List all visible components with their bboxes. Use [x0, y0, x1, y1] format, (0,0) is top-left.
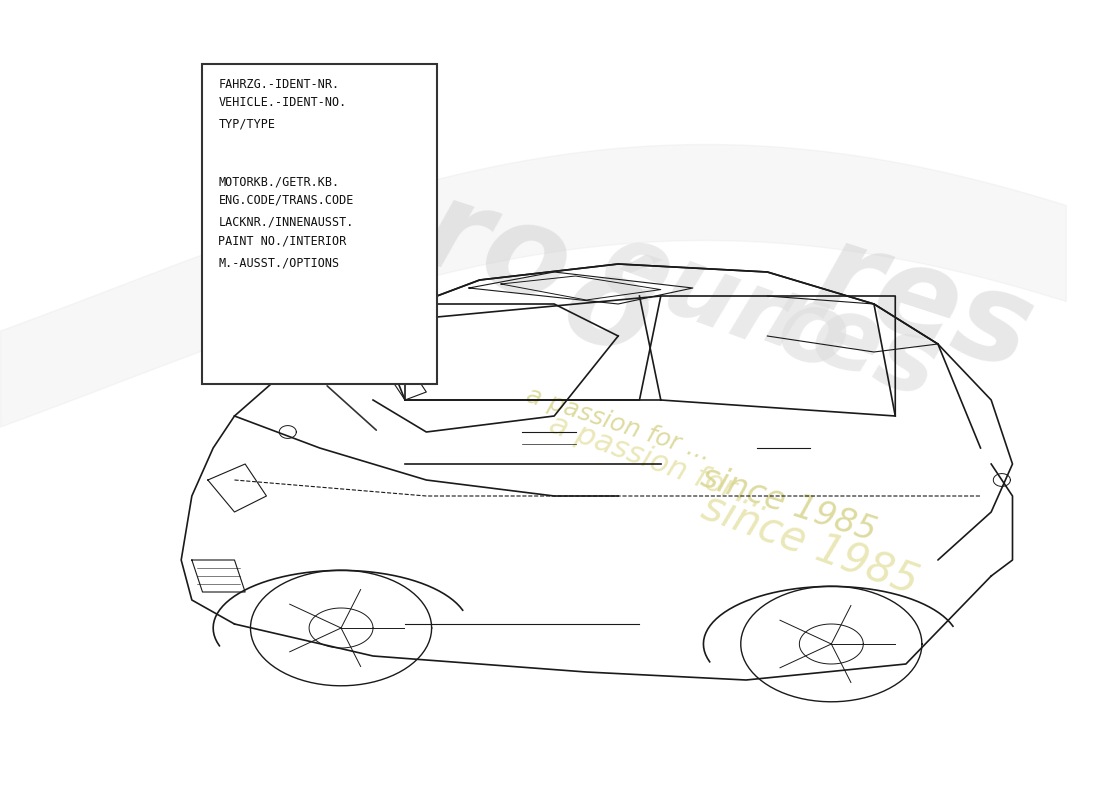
Text: VEHICLE.-IDENT-NO.: VEHICLE.-IDENT-NO. [219, 96, 346, 109]
Text: euro: euro [587, 214, 862, 394]
Text: LACKNR./INNENAUSST.: LACKNR./INNENAUSST. [219, 216, 354, 229]
Bar [202, 64, 437, 384]
Text: res: res [800, 212, 1047, 396]
Text: M.-AUSST./OPTIONS: M.-AUSST./OPTIONS [219, 257, 340, 270]
Text: MOTORKB./GETR.KB.: MOTORKB./GETR.KB. [219, 175, 340, 188]
Text: ó: ó [548, 241, 667, 383]
Text: a passion for ...: a passion for ... [546, 410, 777, 518]
Text: euro: euro [243, 117, 586, 331]
Text: since 1985: since 1985 [696, 486, 924, 602]
Text: since 1985: since 1985 [697, 460, 880, 548]
Text: TYP/TYPE: TYP/TYPE [219, 118, 275, 130]
Text: ENG.CODE/TRANS.CODE: ENG.CODE/TRANS.CODE [219, 194, 354, 206]
Text: a passion for ...: a passion for ... [522, 382, 714, 466]
Text: PAINT NO./INTERIOR: PAINT NO./INTERIOR [219, 234, 346, 247]
Text: res: res [754, 268, 953, 420]
Text: FAHRZG.-IDENT-NR.: FAHRZG.-IDENT-NR. [219, 78, 340, 90]
